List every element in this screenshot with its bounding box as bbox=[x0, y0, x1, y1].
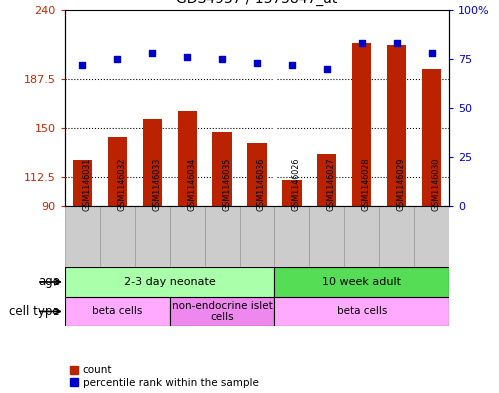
Point bbox=[323, 66, 331, 72]
Bar bbox=[414, 206, 449, 267]
Text: cell type: cell type bbox=[9, 305, 60, 318]
Bar bbox=[170, 206, 205, 267]
Text: 2-3 day neonate: 2-3 day neonate bbox=[124, 277, 216, 287]
Text: 10 week adult: 10 week adult bbox=[322, 277, 401, 287]
Legend: count, percentile rank within the sample: count, percentile rank within the sample bbox=[70, 365, 258, 388]
Bar bbox=[422, 69, 441, 206]
Bar bbox=[65, 206, 100, 267]
Title: GDS4937 / 1375847_at: GDS4937 / 1375847_at bbox=[176, 0, 338, 6]
Text: non-endocrine islet
cells: non-endocrine islet cells bbox=[172, 301, 272, 322]
Text: GSM1146036: GSM1146036 bbox=[257, 158, 266, 211]
Bar bbox=[352, 42, 371, 206]
Bar bbox=[178, 111, 197, 206]
Text: GSM1146033: GSM1146033 bbox=[152, 158, 161, 211]
Bar bbox=[108, 137, 127, 206]
Point bbox=[78, 62, 86, 68]
Text: GSM1146032: GSM1146032 bbox=[117, 158, 126, 211]
Bar bbox=[135, 206, 170, 267]
Point bbox=[288, 62, 296, 68]
Point bbox=[113, 56, 121, 62]
Text: GSM1146029: GSM1146029 bbox=[397, 158, 406, 211]
Bar bbox=[100, 206, 135, 267]
Text: GSM1146030: GSM1146030 bbox=[432, 158, 441, 211]
Bar bbox=[213, 132, 232, 206]
Point bbox=[148, 50, 156, 56]
Point bbox=[358, 40, 366, 46]
Bar bbox=[387, 45, 406, 206]
Bar bbox=[309, 206, 344, 267]
Text: GSM1146027: GSM1146027 bbox=[327, 158, 336, 211]
Point bbox=[218, 56, 226, 62]
Text: GSM1146031: GSM1146031 bbox=[82, 158, 91, 211]
Text: age: age bbox=[38, 275, 60, 288]
Bar bbox=[248, 143, 266, 206]
Point bbox=[183, 54, 191, 60]
Bar bbox=[274, 267, 449, 297]
Point bbox=[393, 40, 401, 46]
Text: beta cells: beta cells bbox=[92, 307, 142, 316]
Bar bbox=[344, 206, 379, 267]
Bar bbox=[240, 206, 274, 267]
Point bbox=[253, 60, 261, 66]
Bar bbox=[274, 297, 449, 326]
Bar bbox=[274, 206, 309, 267]
Text: GSM1146026: GSM1146026 bbox=[292, 158, 301, 211]
Bar bbox=[143, 119, 162, 206]
Bar bbox=[170, 297, 274, 326]
Bar bbox=[65, 267, 274, 297]
Bar bbox=[73, 160, 92, 206]
Text: GSM1146028: GSM1146028 bbox=[362, 158, 371, 211]
Text: beta cells: beta cells bbox=[337, 307, 387, 316]
Bar bbox=[282, 180, 301, 206]
Point bbox=[428, 50, 436, 56]
Bar bbox=[205, 206, 240, 267]
Bar bbox=[65, 297, 170, 326]
Text: GSM1146035: GSM1146035 bbox=[222, 158, 231, 211]
Text: GSM1146034: GSM1146034 bbox=[187, 158, 196, 211]
Bar bbox=[317, 154, 336, 206]
Bar bbox=[379, 206, 414, 267]
